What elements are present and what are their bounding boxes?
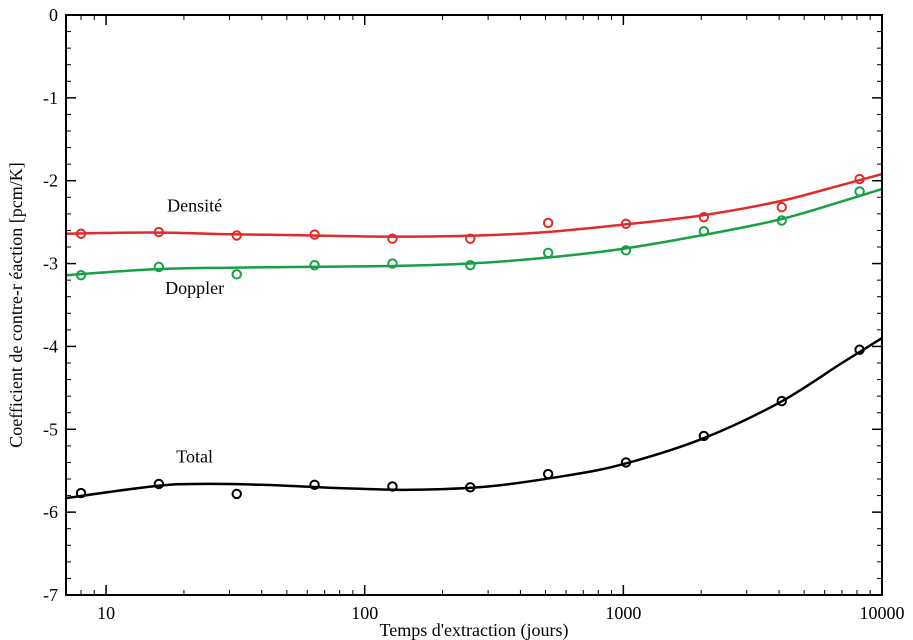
fit-curve-total [65, 337, 883, 500]
annotation-total: Total [176, 446, 213, 466]
data-point-total [698, 430, 710, 442]
x-tick-label: 1000 [605, 603, 641, 623]
data-point-total [465, 482, 476, 493]
x-tick-label: 100 [351, 603, 378, 623]
data-point-densit [465, 233, 476, 244]
data-point-total [854, 344, 865, 355]
data-point-densit [75, 228, 87, 239]
data-point-densit [231, 230, 242, 241]
data-point-doppler [153, 261, 165, 273]
data-point-total [153, 478, 165, 490]
data-point-doppler [698, 226, 710, 237]
data-point-doppler [465, 260, 476, 271]
data-points [75, 173, 865, 500]
data-point-total [231, 488, 242, 500]
annotation-doppler: Doppler [165, 278, 224, 298]
data-point-doppler [776, 215, 787, 226]
y-tick-label: -5 [43, 419, 58, 439]
data-point-doppler [75, 269, 87, 281]
y-tick-label: 0 [49, 5, 58, 25]
x-tick-label: 10 [97, 603, 115, 623]
data-point-densit [854, 173, 865, 185]
data-point-densit [620, 218, 632, 230]
tick-labels: 10 100 1000 10000 0 -1 -2 -3 -4 -5 -6 -7 [43, 5, 905, 623]
data-point-total [776, 395, 787, 407]
data-point-total [309, 479, 320, 490]
y-tick-label: -3 [43, 254, 58, 274]
x-tick-label: 10000 [860, 603, 905, 623]
data-point-total [542, 468, 554, 480]
data-point-total [75, 487, 87, 499]
data-point-densit [776, 202, 787, 213]
y-tick-label: -2 [43, 171, 58, 191]
fit-curve-densit [65, 172, 883, 238]
annotation-densit: Densité [167, 195, 222, 215]
data-point-doppler [542, 247, 554, 259]
data-point-doppler [309, 260, 320, 271]
data-point-total [620, 457, 632, 468]
data-point-densit [542, 217, 554, 229]
fit-curves [65, 172, 883, 500]
data-point-densit [309, 229, 320, 240]
y-tick-label: -1 [43, 88, 58, 108]
y-tick-label: -6 [43, 502, 58, 522]
axis-ticks [65, 14, 883, 596]
series-annotations: Densité Doppler Total [165, 195, 224, 466]
plot-frame [65, 14, 883, 596]
data-point-doppler [231, 269, 242, 280]
y-tick-label: -4 [43, 336, 58, 356]
data-point-densit [387, 233, 398, 244]
data-point-densit [153, 226, 165, 238]
data-point-doppler [854, 186, 865, 197]
data-point-doppler [387, 258, 398, 269]
data-point-densit [698, 211, 710, 223]
x-axis-title: Temps d'extraction (jours) [380, 620, 569, 640]
fit-curve-doppler [65, 187, 883, 277]
y-axis-title: Coefficient de contre-r éaction [pcm/K] [6, 162, 26, 448]
data-point-total [387, 481, 398, 492]
data-point-doppler [620, 245, 632, 256]
y-tick-label: -7 [43, 585, 58, 605]
